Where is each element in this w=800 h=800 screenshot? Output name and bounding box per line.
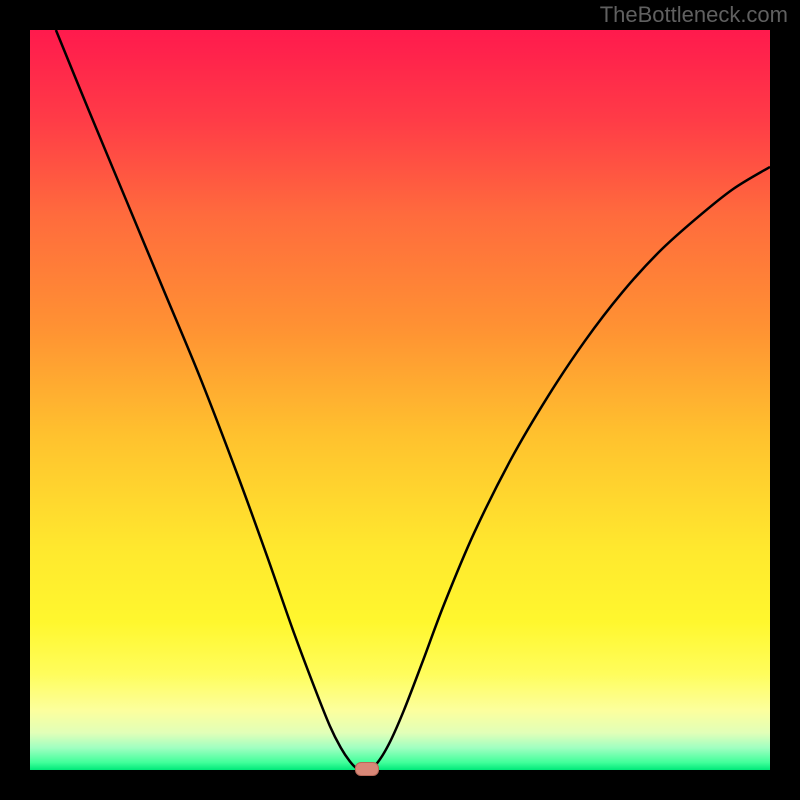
- curve-path: [56, 30, 770, 770]
- plot-area: [30, 30, 770, 770]
- watermark-text: TheBottleneck.com: [600, 2, 788, 28]
- minimum-marker: [355, 762, 379, 776]
- bottleneck-curve: [30, 30, 770, 770]
